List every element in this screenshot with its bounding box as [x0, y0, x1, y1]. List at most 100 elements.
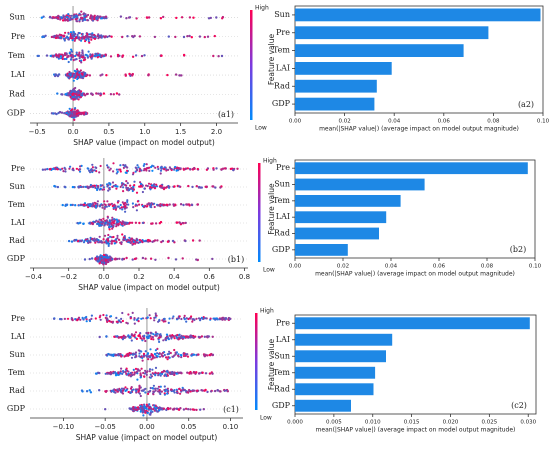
- shap-point: [100, 240, 103, 243]
- shap-point: [90, 92, 93, 95]
- x-tick-label: −0.10: [53, 423, 74, 431]
- shap-point: [99, 74, 102, 77]
- shap-point: [74, 54, 77, 58]
- shap-point: [133, 184, 136, 187]
- shap-point: [153, 356, 156, 359]
- category-label: Rad: [274, 81, 290, 90]
- shap-point: [153, 187, 157, 190]
- shap-point: [156, 204, 159, 207]
- category-label: Sun: [274, 351, 290, 360]
- shap-point: [159, 172, 162, 175]
- shap-point: [73, 39, 76, 42]
- beeswarm-panel-2: Pre Sun Tem LAI Rad GDP −0.4 −0.2 0.0 0.2 0.4 0.6 0.…: [7, 158, 277, 293]
- shap-point: [124, 184, 127, 187]
- shap-point: [57, 54, 60, 57]
- x-tick-label: 0.02: [338, 119, 350, 125]
- shap-point: [129, 371, 132, 375]
- shap-point: [96, 222, 99, 226]
- shap-point: [215, 317, 218, 320]
- beeswarm-panel-3: Pre LAI Sun Tem Rad GDP −0.10 −0.05 0.00 0.05 0.10…: [7, 308, 274, 443]
- shap-point: [69, 58, 73, 61]
- shap-point: [76, 76, 79, 79]
- shap-point: [68, 107, 71, 110]
- shap-point: [152, 384, 155, 387]
- shap-point: [85, 320, 88, 323]
- shap-point: [223, 167, 227, 170]
- shap-point: [105, 314, 108, 317]
- shap-point: [142, 352, 146, 355]
- shap-point: [107, 244, 110, 247]
- shap-point: [150, 222, 153, 225]
- shap-point: [95, 92, 98, 95]
- shap-point: [64, 170, 67, 173]
- x-tick-label: 0.030: [520, 420, 536, 426]
- shap-point: [134, 166, 137, 169]
- shap-point: [99, 318, 102, 321]
- shap-point: [163, 317, 166, 320]
- shap-point: [80, 185, 83, 188]
- shap-point: [132, 188, 135, 191]
- shap-point: [189, 408, 192, 411]
- shap-point: [199, 408, 202, 411]
- shap-point: [154, 371, 157, 374]
- shap-point: [174, 258, 178, 261]
- shap-point: [78, 94, 81, 97]
- shap-point: [109, 167, 112, 170]
- shap-point: [146, 370, 149, 373]
- shap-point: [140, 239, 143, 242]
- shap-point: [187, 317, 190, 321]
- shap-point: [73, 16, 76, 19]
- shap-point: [82, 185, 85, 188]
- shap-point: [37, 54, 40, 58]
- shap-point: [122, 387, 125, 390]
- shap-point: [91, 55, 94, 58]
- shap-point: [123, 207, 126, 210]
- shap-point: [90, 257, 94, 260]
- shap-point: [91, 169, 95, 172]
- shap-point: [156, 165, 159, 168]
- x-tick-label: 0.10: [223, 423, 239, 431]
- shap-point: [78, 168, 82, 171]
- colorbar-high-label: High: [263, 158, 277, 165]
- shap-point: [93, 237, 96, 240]
- shap-point: [68, 167, 71, 170]
- shap-point: [172, 203, 175, 206]
- shap-point: [180, 74, 183, 77]
- shap-point: [104, 372, 107, 375]
- shap-point: [221, 167, 225, 170]
- shap-point: [60, 16, 63, 19]
- shap-point: [93, 14, 96, 17]
- shap-point: [209, 317, 212, 320]
- shap-point: [111, 240, 114, 243]
- shap-point: [158, 388, 161, 391]
- x-axis-label: mean(|SHAP value|) (average impact on mo…: [316, 427, 516, 434]
- shap-point: [60, 111, 64, 114]
- shap-point: [84, 53, 87, 56]
- shap-point: [119, 370, 122, 373]
- shap-point: [220, 54, 224, 58]
- shap-point: [67, 32, 70, 35]
- shap-point: [163, 370, 166, 373]
- shap-point: [91, 19, 95, 22]
- shap-point: [158, 355, 162, 358]
- shap-point: [134, 371, 137, 374]
- shap-point: [114, 389, 117, 392]
- shap-point: [131, 55, 135, 58]
- shap-point: [110, 225, 113, 228]
- shap-point: [116, 390, 119, 393]
- shap-point: [188, 34, 191, 38]
- shap-point: [154, 222, 158, 225]
- shap-point: [80, 10, 83, 13]
- shap-point: [92, 185, 95, 188]
- shap-point: [122, 239, 125, 242]
- shap-point: [130, 391, 133, 394]
- shap-point: [115, 372, 118, 375]
- shap-point: [131, 202, 134, 205]
- shap-point: [138, 387, 141, 390]
- shap-point: [95, 54, 98, 57]
- x-axis-label: SHAP value (impact on model output): [73, 138, 215, 147]
- shap-point: [88, 186, 91, 189]
- shap-point: [157, 167, 160, 171]
- shap-point: [80, 90, 83, 93]
- shap-point: [97, 220, 100, 223]
